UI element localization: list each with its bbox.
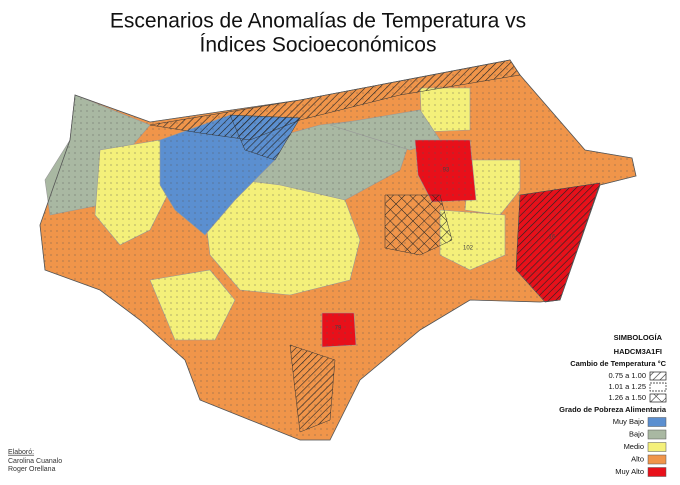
municipality-label: 79 bbox=[335, 326, 342, 332]
legend-swatch bbox=[649, 382, 667, 392]
legend-label: Medio bbox=[624, 442, 644, 451]
legend-swatch bbox=[647, 454, 667, 465]
legend-label: 1.01 a 1.25 bbox=[608, 382, 646, 391]
hatch-region bbox=[289, 344, 336, 433]
legend-swatch bbox=[649, 371, 667, 381]
legend-label: 1.26 a 1.50 bbox=[608, 393, 646, 402]
legend-label: 0.75 a 1.00 bbox=[608, 371, 646, 380]
municipality-label: 102 bbox=[463, 246, 474, 252]
municipality-label: 93 bbox=[443, 168, 450, 174]
crosshatch-region bbox=[384, 194, 453, 256]
legend-swatch bbox=[647, 417, 667, 427]
credit: Roger Orellana bbox=[8, 466, 56, 473]
legend: SIMBOLOGÍA HADCM3A1FI Cambio de Temperat… bbox=[559, 333, 667, 414]
legend-label: Muy Alto bbox=[615, 467, 644, 476]
map-outline bbox=[39, 59, 637, 441]
legend-label: Muy Bajo bbox=[613, 417, 644, 426]
legend-heading: SIMBOLOGÍA bbox=[614, 333, 663, 342]
credit: Elaboró: bbox=[8, 449, 34, 456]
legend-swatch bbox=[647, 442, 667, 452]
legend-label: Alto bbox=[631, 454, 644, 463]
temperature-hatching bbox=[149, 59, 601, 433]
title-line: Escenarios de Anomalías de Temperatura v… bbox=[110, 10, 526, 33]
legend-swatch bbox=[649, 393, 667, 403]
title-line: Índices Socioeconómicos bbox=[200, 34, 437, 57]
legend-section-title: Cambio de Temperatura °C bbox=[570, 359, 666, 368]
legend-section-title: Grado de Pobreza Alimentaria bbox=[559, 405, 667, 414]
legend-swatch bbox=[647, 429, 667, 440]
dot-overlay bbox=[40, 60, 636, 440]
legend-swatch bbox=[647, 467, 667, 477]
credit: Carolina Cuanalo bbox=[8, 458, 62, 465]
hatch-region bbox=[515, 182, 601, 303]
legend-label: Bajo bbox=[629, 429, 644, 438]
municipality-label: 16 bbox=[549, 235, 556, 241]
legend-scenario: HADCM3A1FI bbox=[614, 347, 662, 356]
hatch-region bbox=[229, 114, 301, 161]
